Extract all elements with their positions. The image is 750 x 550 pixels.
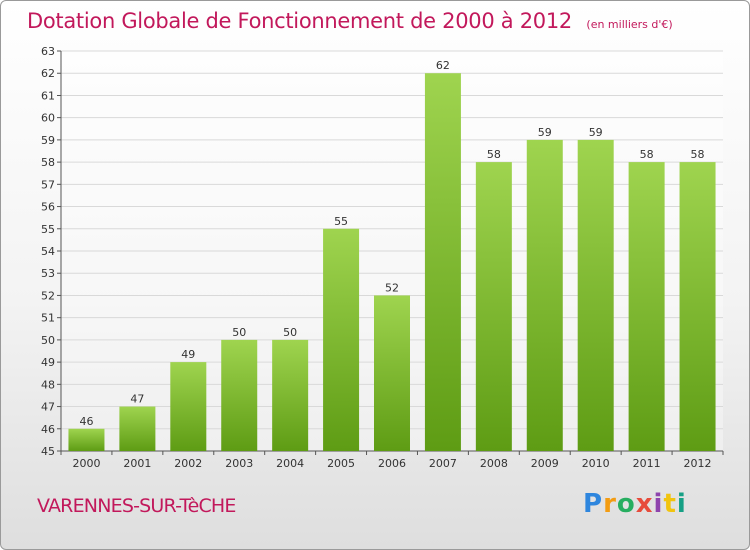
title-row: Dotation Globale de Fonctionnement de 20… <box>27 9 673 33</box>
bar-chart: 45 46 47 48 49 50 51 52 53 54 55 56 57 58 59 60 61 62 63 46… <box>41 45 724 470</box>
x-tick-label: 2001 <box>123 457 151 470</box>
y-tick-label: 54 <box>41 245 55 258</box>
bar <box>577 139 614 451</box>
bar <box>424 73 461 451</box>
bar <box>323 228 360 451</box>
y-tick-label: 62 <box>41 67 55 80</box>
chart-unit: (en milliers d'€) <box>586 18 673 31</box>
x-tick-label: 2002 <box>174 457 202 470</box>
data-label: 47 <box>130 393 144 406</box>
bar <box>68 428 105 451</box>
y-tick-label: 48 <box>41 378 55 391</box>
data-label: 58 <box>640 148 654 161</box>
x-tick-label: 2006 <box>378 457 406 470</box>
x-tick-label: 2010 <box>582 457 610 470</box>
bar <box>272 339 309 451</box>
y-tick-label: 56 <box>41 201 55 214</box>
x-tick-label: 2000 <box>72 457 100 470</box>
y-tick-label: 46 <box>41 423 55 436</box>
x-tick-label: 2011 <box>633 457 661 470</box>
bar <box>475 162 512 451</box>
logo-letter: i <box>653 489 664 519</box>
x-tick-label: 2009 <box>531 457 559 470</box>
y-tick-label: 63 <box>41 45 55 58</box>
logo-letter: r <box>603 489 617 519</box>
y-tick-label: 50 <box>41 334 55 347</box>
y-tick-label: 59 <box>41 134 55 147</box>
data-label: 46 <box>79 415 93 428</box>
y-tick-label: 53 <box>41 267 55 280</box>
x-tick-label: 2012 <box>684 457 712 470</box>
data-label: 52 <box>385 281 399 294</box>
logo-letter: t <box>663 489 677 519</box>
bar <box>170 362 207 451</box>
bar <box>628 162 665 451</box>
data-label: 50 <box>283 326 297 339</box>
data-label: 49 <box>181 348 195 361</box>
y-tick-label: 60 <box>41 112 55 125</box>
bar <box>374 295 410 451</box>
x-tick-label: 2008 <box>480 457 508 470</box>
y-tick-label: 57 <box>41 178 55 191</box>
data-label: 62 <box>436 59 450 72</box>
data-label: 55 <box>334 215 348 228</box>
bar <box>119 406 156 451</box>
data-label: 58 <box>691 148 705 161</box>
bar <box>526 139 563 451</box>
proxiti-logo: Proxiti <box>583 489 687 519</box>
y-tick-label: 55 <box>41 223 55 236</box>
y-tick-label: 49 <box>41 356 55 369</box>
y-tick-label: 58 <box>41 156 55 169</box>
data-label: 58 <box>487 148 501 161</box>
y-tick-label: 61 <box>41 89 55 102</box>
x-tick-label: 2007 <box>429 457 457 470</box>
logo-letter: i <box>676 489 687 519</box>
logo-letter: x <box>635 489 654 519</box>
logo-letter: o <box>616 489 636 519</box>
bar <box>679 162 716 451</box>
data-label: 59 <box>538 126 552 139</box>
y-tick-label: 45 <box>41 445 55 458</box>
x-tick-label: 2004 <box>276 457 304 470</box>
data-label: 59 <box>589 126 603 139</box>
y-tick-label: 52 <box>41 289 55 302</box>
chart-title: Dotation Globale de Fonctionnement de 20… <box>27 9 572 33</box>
x-tick-label: 2005 <box>327 457 355 470</box>
logo-letter: P <box>583 489 604 519</box>
x-tick-label: 2003 <box>225 457 253 470</box>
data-label: 50 <box>232 326 246 339</box>
y-tick-label: 47 <box>41 401 55 414</box>
bar <box>221 339 258 451</box>
commune-name: VARENNES-SUR-TèCHE <box>37 495 236 517</box>
y-tick-label: 51 <box>41 312 55 325</box>
